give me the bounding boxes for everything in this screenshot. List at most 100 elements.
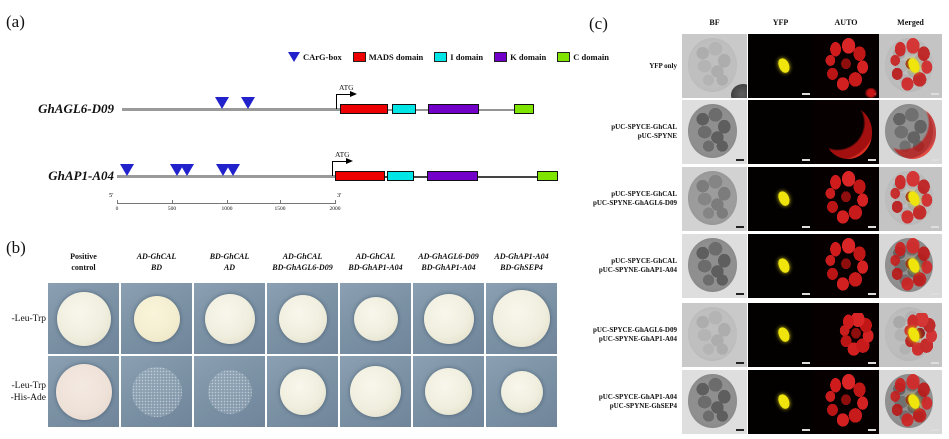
auto-image	[813, 303, 879, 367]
text-line: pUC-SPYCE-GhAP1-A04	[598, 393, 677, 401]
text-line: -His-Ade	[10, 392, 46, 403]
protoplast	[687, 307, 738, 362]
panel-b-letter: (b)	[6, 238, 26, 257]
bf-image	[682, 234, 747, 298]
protoplast	[687, 374, 738, 429]
legend-label: C domain	[573, 52, 609, 62]
yfp-signal	[776, 392, 792, 411]
auto-image	[813, 167, 879, 231]
scale-tick-label: 1000	[221, 206, 233, 212]
gene-name: GhAP1-A04	[48, 168, 114, 183]
scale-tick	[335, 200, 336, 204]
bf-image	[682, 370, 747, 434]
text-line: BD-GhAP1-A04	[421, 262, 476, 272]
plate-cell	[486, 283, 557, 354]
i-domain-box	[387, 171, 414, 181]
legend-label: K domain	[510, 52, 547, 62]
scale-tick	[172, 200, 173, 204]
i-domain-swatch	[434, 52, 448, 62]
yeast-colony	[279, 368, 326, 415]
chlorophyll-overlay	[901, 313, 939, 357]
bf-image	[682, 303, 747, 367]
microscopy-column-header: BF	[709, 18, 720, 27]
c-domain-box	[514, 104, 534, 114]
c-domain-box	[537, 171, 558, 181]
scale-axis	[117, 203, 335, 204]
k-domain-box	[427, 171, 478, 181]
yeast-colony	[500, 370, 543, 413]
legend-label: MADS domain	[368, 52, 424, 62]
i-domain-box	[392, 104, 416, 114]
scale-bar	[736, 429, 744, 431]
plate-cell	[48, 356, 119, 427]
text-line: Positive	[70, 252, 97, 261]
yeast-colony	[353, 296, 398, 341]
media-row-label: -Leu-Trp -His-Ade	[0, 380, 46, 404]
scale-tick	[117, 200, 118, 204]
scale-tick-label: 1500	[274, 206, 286, 212]
scale-bar	[931, 93, 939, 95]
mads-domain-box	[335, 171, 385, 181]
text-line: pUC-SPYNE-GhAGL6-D09	[592, 199, 677, 207]
carg-box-icon	[180, 164, 194, 176]
scale-bar	[802, 429, 810, 431]
merged-image	[879, 100, 942, 164]
panel-a-letter: (a)	[6, 12, 25, 31]
text-line: control	[71, 262, 96, 272]
scale-bar	[931, 362, 939, 364]
legend-label: CArG-box	[303, 52, 342, 62]
plate-cell	[413, 356, 484, 427]
faint-colony	[207, 369, 252, 414]
text-line: AD	[223, 262, 236, 272]
text-line: pUC-SPYNE-GhAP1-A04	[598, 266, 677, 274]
yfp-image	[748, 100, 813, 164]
legend-item: CArG-box	[288, 52, 342, 62]
yfp-signal	[776, 256, 792, 275]
promoter-line	[122, 108, 340, 111]
legend-item: I domain	[434, 52, 483, 62]
scale-tick-label: 2000	[329, 206, 341, 212]
scale-bar	[802, 159, 810, 161]
auto-image	[813, 234, 879, 298]
text-line: BD-GhCAL	[209, 252, 250, 261]
scale-bar	[931, 293, 939, 295]
text-line: -Leu-Trp	[11, 313, 46, 324]
carg-box-swatch	[288, 52, 300, 62]
scale-bar	[736, 293, 744, 295]
yeast-colony	[423, 293, 474, 344]
plate-cell	[267, 356, 338, 427]
merged-image	[879, 234, 942, 298]
scale-tick-label: 0	[115, 206, 119, 212]
plate-column-header: AD-GhCAL BD-GhAGL6-D09	[257, 252, 349, 274]
plate-cell	[413, 283, 484, 354]
scale-bar	[931, 429, 939, 431]
yfp-image	[748, 234, 813, 298]
text-line: BD-GhAP1-A04	[348, 262, 403, 272]
bf-image	[682, 167, 747, 231]
yfp-image	[748, 34, 813, 98]
mads-domain-swatch	[352, 52, 366, 62]
scale-bar	[802, 93, 810, 95]
text-line: pUC-SPYCE-GhCAL	[611, 123, 677, 131]
plate-column-header: BD-GhCAL AD	[184, 252, 276, 274]
plate-cell	[121, 356, 192, 427]
chlorophyll-cluster	[819, 237, 873, 295]
text-line: pUC-SPYCE-GhCAL	[611, 257, 677, 265]
text-line: BD-GhSEP4	[500, 262, 543, 272]
yeast-colony	[350, 366, 401, 417]
domain-legend: CArG-box MADS domain I domain K domain C dom…	[288, 52, 609, 62]
legend-label: I domain	[450, 52, 484, 62]
microscopy-column-header: YFP	[772, 18, 789, 27]
auto-image	[813, 370, 879, 434]
yfp-image	[748, 370, 813, 434]
panel-c-letter: (c)	[589, 14, 608, 33]
plate-cell	[340, 283, 411, 354]
atg-label: ATG	[335, 150, 350, 159]
three-prime-label: 3'	[337, 192, 342, 199]
scale-bar	[802, 226, 810, 228]
text-line: pUC-SPYNE-GhSEP4	[609, 402, 677, 410]
plate-cell	[194, 283, 265, 354]
